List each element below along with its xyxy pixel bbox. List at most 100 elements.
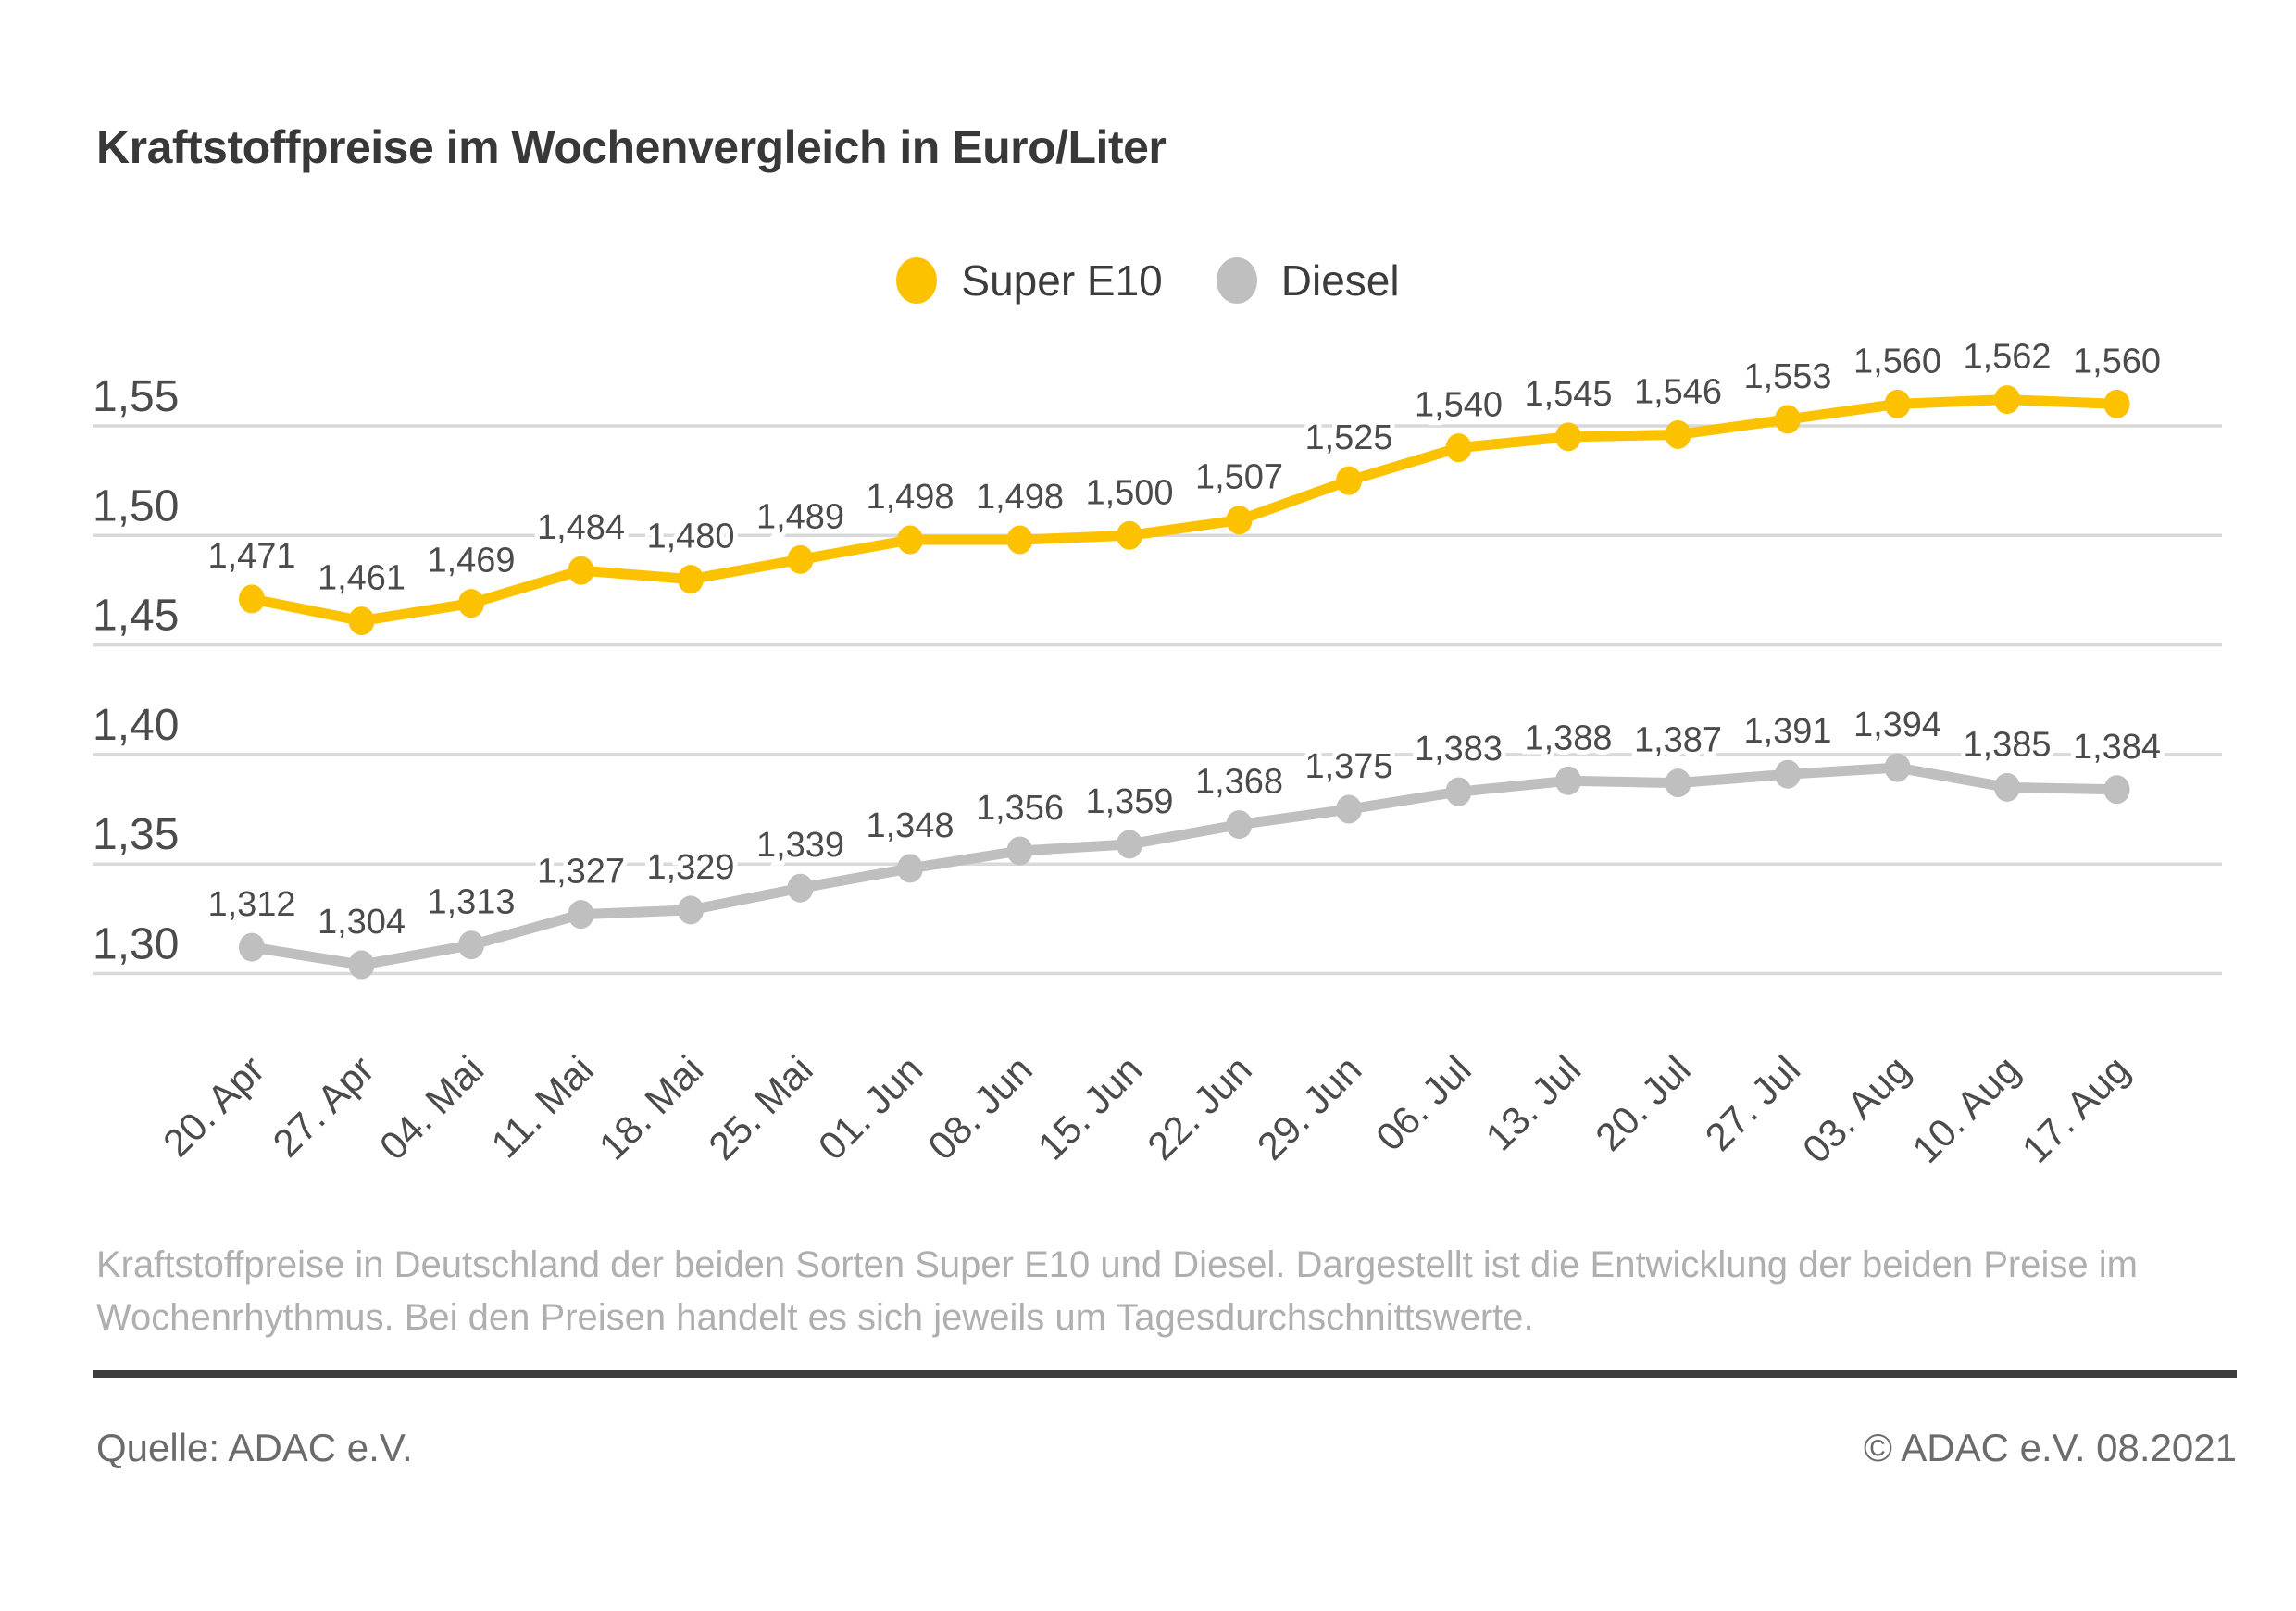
data-point-marker bbox=[1006, 525, 1033, 555]
data-point-marker bbox=[1775, 759, 1801, 789]
value-label: 1,540 bbox=[1415, 386, 1503, 425]
data-point-marker bbox=[348, 606, 375, 636]
value-label: 1,375 bbox=[1304, 747, 1392, 786]
value-label: 1,387 bbox=[1634, 721, 1722, 760]
value-label: 1,469 bbox=[427, 542, 515, 581]
value-label: 1,484 bbox=[537, 508, 625, 547]
data-point-marker bbox=[897, 525, 923, 555]
footer: Quelle: ADAC e.V. © ADAC e.V. 08.2021 bbox=[96, 1426, 2237, 1470]
value-label: 1,313 bbox=[427, 883, 515, 922]
data-point-marker bbox=[1445, 433, 1472, 463]
data-point-marker bbox=[1884, 389, 1911, 418]
data-point-marker bbox=[1665, 768, 1691, 798]
x-tick-label: 13. Jul bbox=[1478, 1047, 1590, 1159]
data-point-marker bbox=[458, 930, 484, 960]
data-point-marker bbox=[239, 932, 265, 962]
value-label: 1,368 bbox=[1195, 763, 1283, 802]
data-point-marker bbox=[1226, 506, 1253, 535]
value-label: 1,507 bbox=[1195, 458, 1283, 497]
value-label: 1,461 bbox=[318, 559, 406, 598]
legend-label-diesel: Diesel bbox=[1280, 256, 1400, 305]
value-label: 1,329 bbox=[646, 848, 734, 887]
y-tick-label: 1,35 bbox=[93, 810, 179, 859]
y-tick-label: 1,40 bbox=[93, 701, 179, 750]
data-point-marker bbox=[1994, 772, 2020, 802]
data-point-marker bbox=[1006, 836, 1033, 866]
data-point-marker bbox=[897, 854, 923, 883]
x-tick-label: 03. Aug bbox=[1794, 1047, 1918, 1171]
chart-description: Kraftstoffpreise in Deutschland der beid… bbox=[96, 1239, 2138, 1344]
series-line-super-e10 bbox=[250, 394, 2117, 627]
y-tick-label: 1,30 bbox=[93, 920, 179, 969]
value-label: 1,562 bbox=[1963, 338, 2051, 377]
legend-label-super-e10: Super E10 bbox=[961, 256, 1163, 305]
x-tick-label: 27. Apr bbox=[265, 1047, 382, 1165]
value-label: 1,383 bbox=[1415, 730, 1503, 768]
x-tick-label: 11. Mai bbox=[482, 1047, 601, 1166]
chart-description-line-2: Wochenrhythmus. Bei den Preisen handelt … bbox=[96, 1297, 1534, 1338]
x-tick-label: 01. Jun bbox=[810, 1047, 931, 1168]
data-point-marker bbox=[1117, 830, 1142, 859]
x-tick-label: 06. Jul bbox=[1367, 1047, 1479, 1159]
value-label: 1,546 bbox=[1634, 372, 1722, 411]
x-tick-label: 22. Jun bbox=[1139, 1047, 1260, 1168]
x-tick-label: 04. Mai bbox=[371, 1047, 493, 1168]
value-label: 1,525 bbox=[1304, 418, 1392, 457]
value-label: 1,391 bbox=[1743, 712, 1831, 751]
chart-legend: Super E10 Diesel bbox=[0, 256, 2296, 306]
x-tick-label: 20. Jul bbox=[1587, 1047, 1699, 1159]
value-label: 1,388 bbox=[1524, 718, 1612, 757]
data-point-marker bbox=[1884, 753, 1911, 782]
legend-item-super-e10: Super E10 bbox=[896, 256, 1163, 306]
y-tick-label: 1,45 bbox=[93, 592, 179, 641]
value-label: 1,560 bbox=[2073, 342, 2161, 381]
x-tick-label: 20. Apr bbox=[155, 1047, 272, 1165]
data-point-marker bbox=[348, 950, 375, 980]
value-label: 1,498 bbox=[866, 478, 954, 517]
page-title: Kraftstoffpreise im Wochenvergleich in E… bbox=[96, 121, 1167, 173]
data-point-marker bbox=[1555, 766, 1581, 795]
data-point-marker bbox=[1336, 794, 1362, 824]
data-point-marker bbox=[2103, 389, 2130, 418]
x-tick-label: 15. Jun bbox=[1029, 1047, 1151, 1168]
value-label: 1,498 bbox=[976, 478, 1064, 517]
footer-divider bbox=[93, 1370, 2237, 1378]
data-point-marker bbox=[1336, 466, 1362, 495]
x-tick-label: 18. Mai bbox=[591, 1047, 712, 1168]
chart-description-line-1: Kraftstoffpreise in Deutschland der beid… bbox=[96, 1244, 2138, 1285]
legend-item-diesel: Diesel bbox=[1216, 256, 1400, 306]
value-label: 1,327 bbox=[537, 853, 625, 892]
value-label: 1,356 bbox=[976, 789, 1064, 828]
data-point-marker bbox=[1117, 520, 1142, 550]
series-line-diesel bbox=[251, 762, 2117, 970]
value-label: 1,312 bbox=[207, 885, 295, 924]
x-tick-label: 27. Jul bbox=[1697, 1047, 1809, 1159]
value-label: 1,304 bbox=[318, 903, 406, 942]
value-label: 1,385 bbox=[1963, 725, 2051, 764]
value-label: 1,384 bbox=[2073, 728, 2161, 767]
legend-marker-super-e10-icon bbox=[896, 257, 938, 304]
legend-marker-diesel-icon bbox=[1216, 257, 1257, 304]
value-label: 1,545 bbox=[1524, 375, 1612, 414]
data-point-marker bbox=[678, 565, 704, 594]
value-label: 1,560 bbox=[1853, 342, 1941, 381]
data-point-marker bbox=[1555, 422, 1581, 452]
data-point-marker bbox=[1994, 385, 2020, 415]
y-tick-label: 1,55 bbox=[93, 372, 179, 421]
data-point-marker bbox=[1665, 419, 1691, 449]
data-point-marker bbox=[678, 895, 704, 925]
data-point-marker bbox=[568, 556, 594, 585]
copyright-notice: © ADAC e.V. 08.2021 bbox=[1864, 1426, 2237, 1469]
x-tick-label: 08. Jun bbox=[919, 1047, 1041, 1168]
data-point-marker bbox=[1445, 777, 1472, 806]
data-point-marker bbox=[1775, 405, 1801, 434]
x-tick-label: 25. Mai bbox=[700, 1047, 821, 1168]
x-tick-label: 17. Aug bbox=[2014, 1047, 2138, 1171]
value-label: 1,359 bbox=[1085, 782, 1173, 821]
x-tick-label: 10. Aug bbox=[1903, 1047, 2028, 1171]
value-label: 1,394 bbox=[1853, 706, 1941, 744]
data-point-marker bbox=[458, 589, 484, 618]
value-label: 1,471 bbox=[207, 537, 295, 576]
source-credit: Quelle: ADAC e.V. bbox=[96, 1426, 413, 1469]
